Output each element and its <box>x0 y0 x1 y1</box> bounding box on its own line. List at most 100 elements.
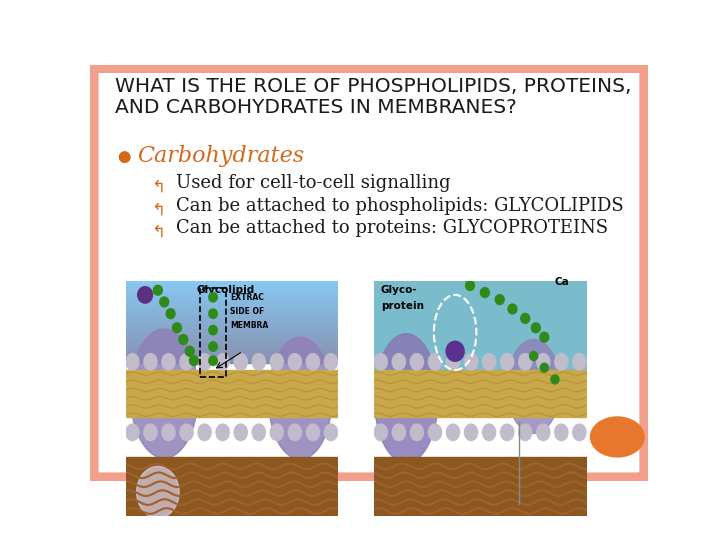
Ellipse shape <box>536 424 550 441</box>
Ellipse shape <box>428 354 441 370</box>
Bar <box>126 355 338 357</box>
Bar <box>126 295 338 297</box>
Ellipse shape <box>482 354 495 370</box>
Ellipse shape <box>410 424 423 441</box>
Bar <box>126 323 338 326</box>
Ellipse shape <box>392 424 405 441</box>
Ellipse shape <box>374 354 387 370</box>
Bar <box>126 335 338 337</box>
Ellipse shape <box>144 424 157 441</box>
Bar <box>126 331 338 333</box>
Bar <box>126 327 338 329</box>
Ellipse shape <box>198 424 211 441</box>
Bar <box>200 288 226 377</box>
Ellipse shape <box>126 354 139 370</box>
Ellipse shape <box>269 337 332 460</box>
Ellipse shape <box>160 297 168 307</box>
Bar <box>126 276 338 279</box>
Ellipse shape <box>536 354 550 370</box>
Bar <box>126 320 338 322</box>
Ellipse shape <box>495 295 504 305</box>
Text: WHAT IS THE ROLE OF PHOSPHOLIPIDS, PROTEINS,: WHAT IS THE ROLE OF PHOSPHOLIPIDS, PROTE… <box>115 77 631 96</box>
Ellipse shape <box>500 354 514 370</box>
Ellipse shape <box>270 424 284 441</box>
Text: protein: protein <box>381 301 424 311</box>
Text: Carbohydrates: Carbohydrates <box>138 145 305 167</box>
Bar <box>126 292 338 293</box>
Bar <box>126 316 338 318</box>
Bar <box>126 271 338 273</box>
Ellipse shape <box>180 424 193 441</box>
Bar <box>126 352 338 354</box>
Bar <box>126 273 338 275</box>
Bar <box>126 314 338 316</box>
Ellipse shape <box>325 424 338 441</box>
Ellipse shape <box>209 356 217 366</box>
Text: ↳: ↳ <box>145 197 160 215</box>
Ellipse shape <box>446 354 459 370</box>
Ellipse shape <box>518 354 532 370</box>
Ellipse shape <box>185 346 194 356</box>
Text: Ca: Ca <box>555 278 570 287</box>
Text: Can be attached to proteins: GLYCOPROTEINS: Can be attached to proteins: GLYCOPROTEI… <box>176 219 608 237</box>
Ellipse shape <box>518 424 532 441</box>
Bar <box>126 348 338 350</box>
Ellipse shape <box>464 424 477 441</box>
Bar <box>126 308 338 310</box>
Text: ↳: ↳ <box>145 174 160 192</box>
Ellipse shape <box>198 354 211 370</box>
Text: AND CARBOHYDRATES IN MEMBRANES?: AND CARBOHYDRATES IN MEMBRANES? <box>115 98 517 117</box>
Bar <box>126 284 338 286</box>
Ellipse shape <box>482 424 495 441</box>
Ellipse shape <box>554 424 568 441</box>
Bar <box>126 286 338 288</box>
Ellipse shape <box>130 329 198 458</box>
Ellipse shape <box>500 424 514 441</box>
Text: SIDE OF: SIDE OF <box>230 307 264 316</box>
Bar <box>126 346 338 348</box>
Text: Glycolipid: Glycolipid <box>196 285 254 294</box>
Bar <box>126 305 338 307</box>
Ellipse shape <box>392 354 405 370</box>
Bar <box>126 333 338 335</box>
Ellipse shape <box>234 354 247 370</box>
FancyBboxPatch shape <box>91 66 647 480</box>
Ellipse shape <box>428 424 441 441</box>
Text: Can be attached to phospholipids: GLYCOLIPIDS: Can be attached to phospholipids: GLYCOL… <box>176 197 624 215</box>
Ellipse shape <box>179 335 188 345</box>
Bar <box>126 340 338 342</box>
Text: ↳: ↳ <box>145 219 160 237</box>
Ellipse shape <box>180 354 193 370</box>
Ellipse shape <box>166 309 175 319</box>
Text: ●: ● <box>117 149 130 164</box>
Bar <box>126 303 338 305</box>
Ellipse shape <box>325 354 338 370</box>
Ellipse shape <box>252 354 266 370</box>
Ellipse shape <box>189 356 199 366</box>
Bar <box>126 299 338 301</box>
Ellipse shape <box>464 354 477 370</box>
Ellipse shape <box>446 341 464 361</box>
Ellipse shape <box>446 424 459 441</box>
Ellipse shape <box>288 354 302 370</box>
Ellipse shape <box>540 332 549 342</box>
Bar <box>126 457 338 516</box>
Ellipse shape <box>530 352 538 360</box>
Bar <box>126 344 338 346</box>
Ellipse shape <box>270 354 284 370</box>
Ellipse shape <box>374 424 387 441</box>
Ellipse shape <box>126 424 139 441</box>
Ellipse shape <box>480 288 490 298</box>
Ellipse shape <box>216 354 229 370</box>
Bar <box>126 279 338 280</box>
Bar <box>126 357 338 359</box>
Bar <box>126 350 338 352</box>
Bar <box>126 318 338 320</box>
Ellipse shape <box>531 323 540 333</box>
Ellipse shape <box>551 375 559 384</box>
Ellipse shape <box>466 281 474 291</box>
Bar <box>126 280 338 282</box>
Text: Used for cell-to-cell signalling: Used for cell-to-cell signalling <box>176 174 451 192</box>
Bar <box>126 307 338 308</box>
Bar <box>126 370 338 417</box>
